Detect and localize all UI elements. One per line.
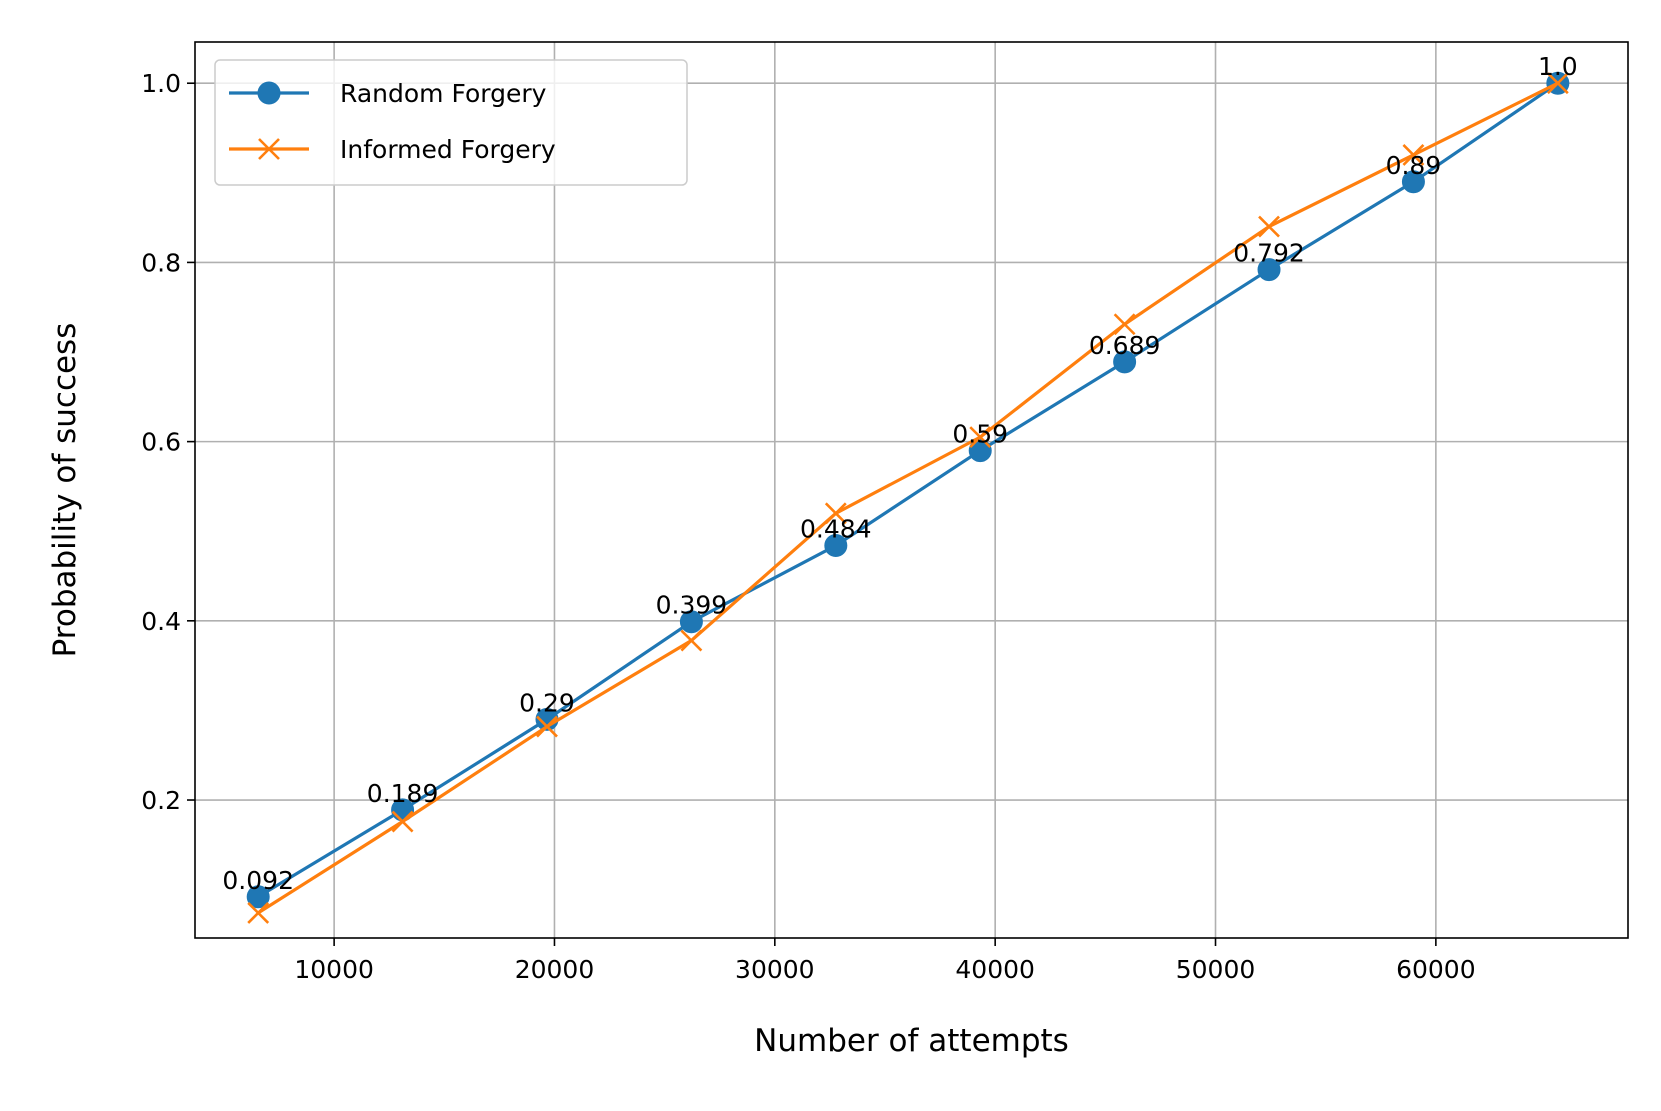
data-point-informed-forgery: [1258, 215, 1280, 238]
data-label: 0.89: [1386, 151, 1442, 180]
data-point-informed-forgery-stroke-b: [391, 810, 414, 833]
data-point-informed-forgery: [680, 629, 703, 652]
data-point-informed-forgery: [1546, 72, 1569, 95]
data-point-informed-forgery-stroke-b: [969, 426, 992, 449]
data-label: 0.092: [222, 866, 294, 895]
data-label: 0.29: [519, 688, 575, 717]
data-point-informed-forgery-stroke-b: [247, 901, 270, 924]
x-tick-label: 50000: [1176, 955, 1256, 984]
series-random-forgery: [246, 71, 1570, 909]
y-tick-label: 0.6: [141, 428, 181, 457]
data-point-random-forgery: [824, 534, 848, 558]
y-tick-label: 1.0: [141, 69, 181, 98]
legend-box: [214, 59, 688, 186]
x-tick-label: 30000: [735, 955, 815, 984]
data-label: 0.399: [656, 591, 728, 620]
legend-marker-shape-informed-forgery: [258, 138, 280, 160]
x-tick-label: 10000: [294, 955, 374, 984]
x-axis-title: Number of attempts: [754, 1023, 1069, 1059]
data-point-informed-forgery-stroke-b: [824, 502, 847, 525]
data-point-informed-forgery: [536, 715, 558, 738]
legend-marker-shape-informed-forgery-stroke-b: [258, 138, 280, 160]
data-label: 0.792: [1233, 239, 1305, 268]
data-point-random-forgery: [1257, 258, 1281, 282]
legend-entry-informed-forgery: Informed Forgery: [229, 135, 556, 164]
data-label: 0.484: [800, 515, 872, 544]
data-label: 0.59: [952, 420, 1008, 449]
legend-entry-random-forgery: Random Forgery: [229, 79, 547, 108]
data-point-random-forgery: [246, 885, 270, 909]
y-tick-label: 0.4: [141, 607, 181, 636]
series-layer: [246, 71, 1570, 924]
series-line-random-forgery: [257, 81, 1559, 899]
data-point-informed-forgery: [1402, 143, 1425, 166]
x-tick-label: 40000: [955, 955, 1035, 984]
data-point-informed-forgery: [391, 810, 414, 833]
data-point-informed-forgery-stroke-b: [680, 629, 703, 652]
axis-ticks: 10000 20000 30000 40000 50000 60000 0.2 0.4 0.6 0…: [141, 69, 1475, 984]
data-label: 0.189: [367, 779, 439, 808]
data-point-informed-forgery: [969, 426, 992, 449]
y-tick-label: 0.2: [141, 786, 181, 815]
data-point-informed-forgery-stroke-b: [1546, 72, 1569, 95]
legend-label-informed-forgery: Informed Forgery: [340, 135, 556, 164]
x-tick-label: 60000: [1396, 955, 1476, 984]
series-line-informed-forgery: [257, 81, 1559, 915]
data-label: 1.0: [1538, 52, 1578, 81]
legend-marker-random-forgery: [257, 81, 281, 105]
data-point-informed-forgery: [824, 502, 847, 525]
data-labels: 0.092 0.189 0.29 0.399 0.484 0.59 0.689 0.792 0.…: [222, 52, 1577, 895]
data-point-random-forgery: [1113, 350, 1137, 374]
legend-marker-shape-random-forgery: [257, 81, 281, 105]
data-point-informed-forgery-stroke-b: [536, 715, 558, 738]
data-point-informed-forgery-stroke-b: [1113, 313, 1136, 336]
data-point-random-forgery: [1401, 170, 1425, 194]
legend-marker-informed-forgery: [258, 138, 280, 160]
data-point-informed-forgery: [1113, 313, 1136, 336]
legend: Random Forgery Informed Forgery: [214, 59, 688, 186]
x-tick-label: 20000: [515, 955, 595, 984]
data-point-random-forgery: [968, 439, 992, 463]
plot-frame: [194, 41, 1629, 939]
data-point-informed-forgery-stroke-b: [1258, 215, 1280, 238]
legend-label-random-forgery: Random Forgery: [340, 79, 547, 108]
data-point-informed-forgery: [247, 901, 270, 924]
y-tick-label: 0.8: [141, 248, 181, 277]
series-informed-forgery: [247, 72, 1569, 924]
y-axis-title: Probability of success: [47, 323, 83, 658]
data-label: 0.689: [1089, 331, 1161, 360]
data-point-random-forgery: [679, 610, 703, 634]
data-point-informed-forgery-stroke-b: [1402, 143, 1425, 166]
